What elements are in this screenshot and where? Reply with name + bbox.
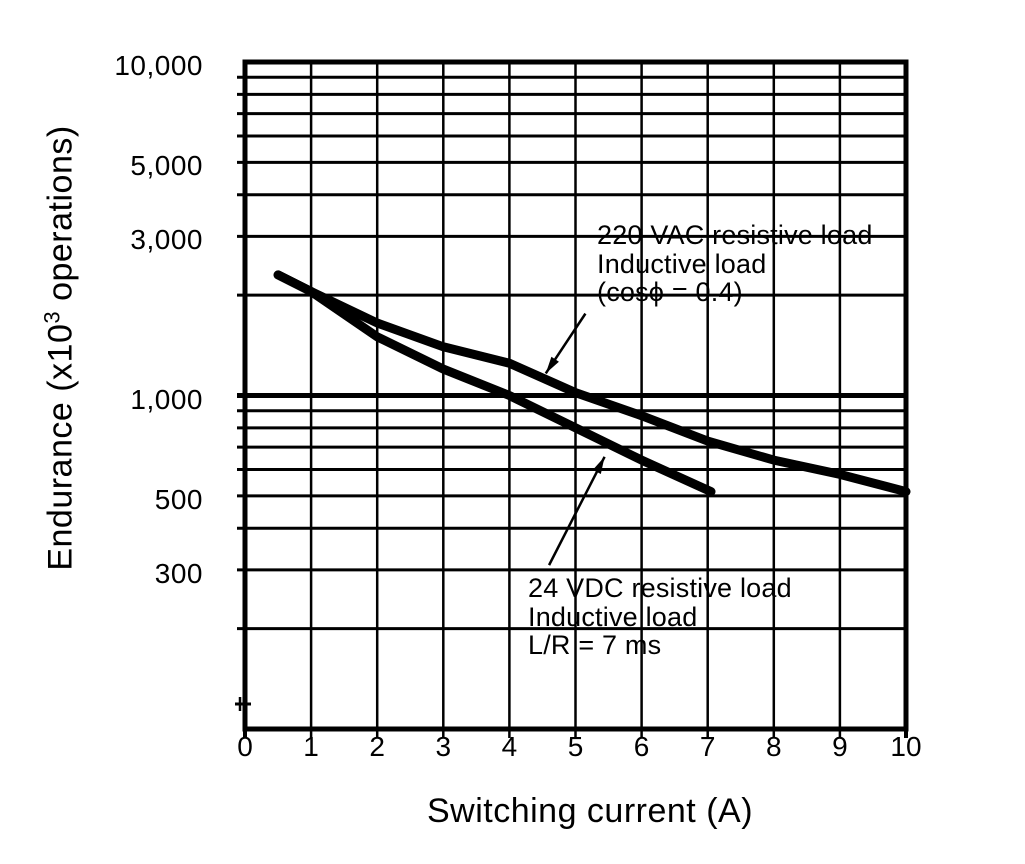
curve-220vac bbox=[273, 270, 911, 497]
plot-border bbox=[242, 59, 909, 732]
leader-line-24vdc bbox=[547, 456, 606, 566]
leader-arrowhead-220vac bbox=[545, 356, 559, 374]
leader-arrowhead-24vdc bbox=[592, 456, 605, 474]
curve-24vdc bbox=[273, 270, 716, 497]
